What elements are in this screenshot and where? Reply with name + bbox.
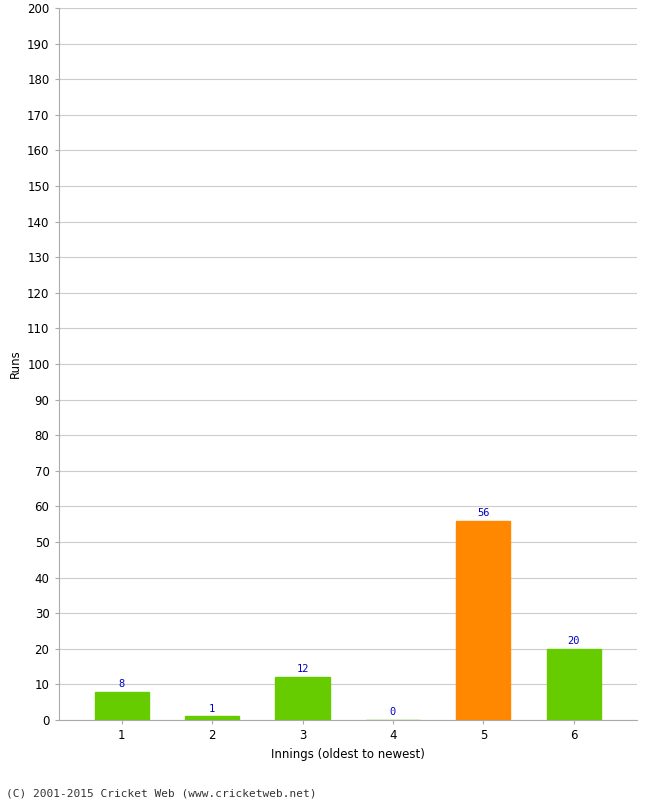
Bar xyxy=(276,678,330,720)
Bar xyxy=(185,717,239,720)
X-axis label: Innings (oldest to newest): Innings (oldest to newest) xyxy=(271,747,424,761)
Text: 20: 20 xyxy=(567,636,580,646)
Text: 56: 56 xyxy=(477,508,489,518)
Y-axis label: Runs: Runs xyxy=(8,350,21,378)
Text: 1: 1 xyxy=(209,703,215,714)
Text: 0: 0 xyxy=(390,707,396,717)
Text: 8: 8 xyxy=(119,678,125,689)
Bar xyxy=(547,649,601,720)
Bar xyxy=(95,691,149,720)
Text: 12: 12 xyxy=(296,665,309,674)
Bar xyxy=(456,521,510,720)
Text: (C) 2001-2015 Cricket Web (www.cricketweb.net): (C) 2001-2015 Cricket Web (www.cricketwe… xyxy=(6,789,317,798)
